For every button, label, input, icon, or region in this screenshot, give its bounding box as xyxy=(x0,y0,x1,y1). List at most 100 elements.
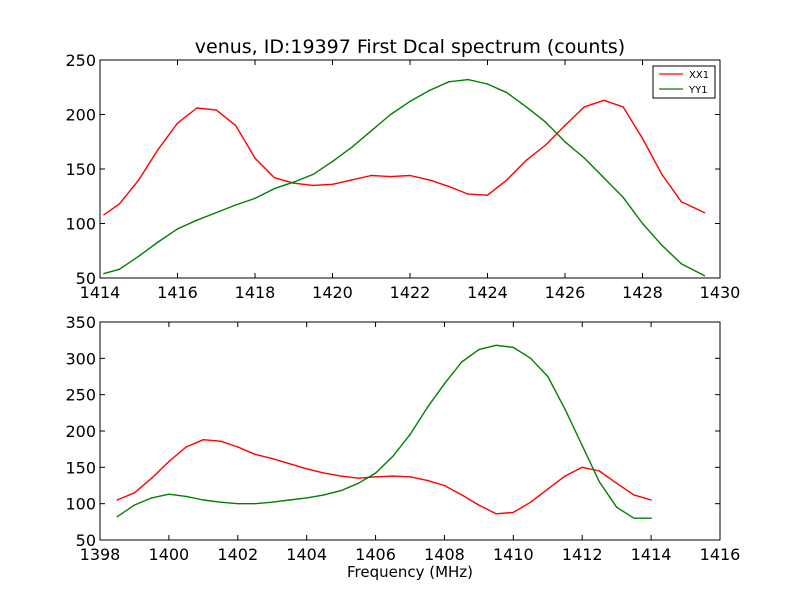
top-series-yy1-point xyxy=(234,204,237,206)
bottom-series-xx1-point xyxy=(133,492,136,494)
top-series-xx1-point xyxy=(409,174,411,177)
top-y-tick-label: 250 xyxy=(65,51,96,70)
bottom-series-xx1-point xyxy=(116,499,118,501)
bottom-x-tick-label: 1414 xyxy=(631,545,672,564)
bottom-y-tick-label: 150 xyxy=(65,458,96,477)
bottom-series-yy1-point xyxy=(650,517,652,519)
top-series-yy1-point xyxy=(138,255,140,257)
top-series-xx1-point xyxy=(703,211,706,214)
bottom-series-xx1-point xyxy=(581,466,583,468)
top-series-yy1-point xyxy=(661,244,663,246)
bottom-x-tick-label: 1408 xyxy=(424,545,465,564)
bottom-series-xx1-point xyxy=(237,446,239,448)
bottom-series-yy1-point xyxy=(426,407,428,409)
top-series-xx1-point xyxy=(622,106,624,108)
top-series-yy1-point xyxy=(273,187,276,190)
bottom-series-xx1-point xyxy=(374,476,377,478)
top-series-yy1-point xyxy=(448,81,450,83)
top-x-tick-label: 1422 xyxy=(390,283,431,302)
bottom-series-xx1-point xyxy=(512,511,514,514)
bottom-series-yy1-point xyxy=(254,503,256,505)
bottom-y-tick-label: 50 xyxy=(76,531,96,550)
top-series-yy1-point xyxy=(351,146,353,148)
top-series-yy1-point xyxy=(428,89,431,92)
bottom-series-xx1-point xyxy=(219,440,222,442)
top-series-xx1-point xyxy=(583,106,586,108)
top-series-xx1-point xyxy=(138,179,140,181)
bottom-series-xx1-point xyxy=(392,475,394,477)
bottom-series-yy1-point xyxy=(461,361,463,363)
bottom-chart-lines xyxy=(116,344,652,519)
top-x-tick-label: 1426 xyxy=(545,283,586,302)
top-series-xx1-point xyxy=(331,183,334,185)
bottom-x-tick-label: 1416 xyxy=(700,545,741,564)
top-series-yy1-point xyxy=(486,83,489,85)
bottom-series-yy1-point xyxy=(392,455,394,458)
bottom-series-xx1-point xyxy=(547,488,549,490)
top-chart-legend: XX1 YY1 xyxy=(652,65,716,99)
top-series-xx1-point xyxy=(157,148,159,151)
bottom-series-yy1-point xyxy=(478,348,480,351)
legend-yy1-label: YY1 xyxy=(688,85,708,96)
top-series-yy1-point xyxy=(370,130,372,132)
bottom-series-yy1-point xyxy=(581,444,583,447)
bottom-x-tick-label: 1404 xyxy=(286,545,327,564)
bottom-series-yy1-point xyxy=(357,482,359,484)
top-series-xx1-point xyxy=(506,179,508,181)
top-series-xx1-point xyxy=(370,174,372,177)
top-y-tick-label: 150 xyxy=(65,160,96,179)
top-series-yy1-point xyxy=(293,181,295,183)
bottom-series-xx1-point xyxy=(564,475,566,477)
top-y-tick-label: 100 xyxy=(65,215,96,234)
bottom-series-yy1-point xyxy=(374,472,377,474)
top-series-yy1-point xyxy=(703,275,706,277)
bottom-x-tick-label: 1410 xyxy=(493,545,534,564)
bottom-x-tick-label: 1412 xyxy=(562,545,603,564)
legend-xx1-label: XX1 xyxy=(689,70,709,81)
bottom-y-tick-label: 300 xyxy=(65,349,96,368)
bottom-series-xx1-point xyxy=(340,475,342,477)
top-chart-title: venus, ID:19397 First Dcal spectrum (cou… xyxy=(195,36,625,58)
bottom-series-xx1-point xyxy=(185,446,187,448)
top-series-yy1-point xyxy=(215,211,217,214)
bottom-y-tick-label: 100 xyxy=(65,495,96,514)
bottom-series-yy1-point xyxy=(219,501,222,503)
bottom-series-yy1-point xyxy=(512,346,514,349)
top-series-yy1-point xyxy=(583,157,586,159)
top-series-xx1-line xyxy=(103,99,705,216)
bottom-y-tick-label: 200 xyxy=(65,422,96,441)
bottom-series-xx1-point xyxy=(650,499,652,501)
top-x-tick-label: 1416 xyxy=(157,283,198,302)
bottom-series-xx1-point xyxy=(443,484,446,487)
bottom-series-yy1-point xyxy=(133,504,136,506)
legend-box xyxy=(652,65,716,99)
top-x-tick-label: 1428 xyxy=(622,283,663,302)
top-series-yy1-point xyxy=(103,272,105,275)
top-x-tick-label: 1420 xyxy=(312,283,353,302)
top-series-xx1-point xyxy=(176,122,179,124)
bottom-x-tick-label: 1398 xyxy=(80,545,121,564)
bottom-x-tick-label: 1402 xyxy=(217,545,258,564)
bottom-series-yy1-point xyxy=(288,499,291,501)
top-series-xx1-point xyxy=(564,124,566,127)
top-series-xx1-point xyxy=(312,184,314,187)
bottom-series-xx1-point xyxy=(306,468,308,470)
top-series-xx1-point xyxy=(273,177,276,179)
top-series-xx1-point xyxy=(196,107,198,109)
top-series-xx1-point xyxy=(544,144,547,146)
top-chart: venus, ID:19397 First Dcal spectrum (cou… xyxy=(65,36,740,302)
top-series-yy1-point xyxy=(176,228,179,230)
bottom-x-tick-label: 1400 xyxy=(149,545,190,564)
bottom-series-xx1-point xyxy=(254,453,256,455)
top-series-xx1-point xyxy=(661,173,663,176)
bottom-series-yy1-point xyxy=(529,357,532,359)
bottom-series-yy1-point xyxy=(323,494,325,496)
bottom-series-xx1-point xyxy=(271,457,273,460)
top-series-yy1-point xyxy=(118,268,121,270)
top-x-tick-label: 1424 xyxy=(467,283,508,302)
bottom-series-yy1-point xyxy=(168,493,170,495)
bottom-series-xx1-point xyxy=(478,504,480,506)
